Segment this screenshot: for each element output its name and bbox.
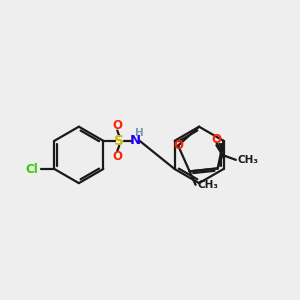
Text: S: S	[114, 134, 124, 148]
Text: N: N	[130, 134, 141, 147]
Text: O: O	[112, 149, 122, 163]
Text: O: O	[112, 119, 122, 132]
Text: CH₃: CH₃	[238, 155, 259, 165]
Text: H: H	[135, 128, 144, 138]
Text: Cl: Cl	[25, 163, 38, 176]
Text: O: O	[173, 139, 183, 152]
Text: O: O	[212, 133, 221, 146]
Text: CH₃: CH₃	[197, 180, 218, 190]
